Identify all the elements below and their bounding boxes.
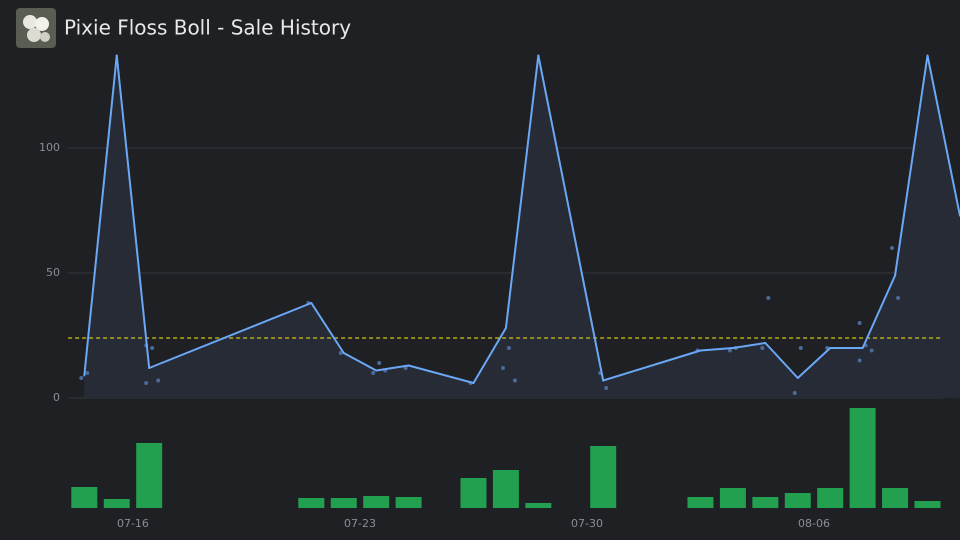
price-line bbox=[115, 54, 151, 369]
sale-dot bbox=[798, 346, 803, 350]
sale-dot bbox=[792, 391, 797, 395]
sale-dot bbox=[500, 366, 505, 370]
area-fill bbox=[603, 350, 701, 398]
area-fill bbox=[343, 353, 377, 398]
price-line bbox=[537, 54, 605, 382]
sale-dot bbox=[896, 296, 901, 300]
volume-bar bbox=[525, 503, 552, 508]
volume-bar bbox=[71, 487, 98, 508]
sale-dot bbox=[371, 371, 376, 375]
x-tick-label: 08-06 bbox=[798, 517, 830, 530]
price-line bbox=[926, 54, 960, 217]
x-tick-label: 07-30 bbox=[571, 517, 603, 530]
area-fill bbox=[765, 343, 798, 398]
volume-bar bbox=[460, 478, 487, 508]
price-line bbox=[731, 342, 767, 349]
area-fill bbox=[830, 348, 863, 398]
sale-dot bbox=[85, 371, 90, 375]
volume-bar bbox=[492, 470, 519, 508]
sale-dot bbox=[869, 348, 874, 353]
icon-boll bbox=[40, 32, 50, 42]
area-fill bbox=[408, 365, 474, 398]
price-line bbox=[375, 364, 410, 372]
volume-bar bbox=[687, 497, 714, 508]
sale-dot bbox=[727, 348, 732, 353]
price-line bbox=[764, 342, 799, 379]
area-fill bbox=[732, 343, 766, 398]
item-icon bbox=[16, 8, 56, 48]
chart-title: Pixie Floss Boll - Sale History bbox=[64, 16, 351, 40]
price-line bbox=[602, 349, 702, 382]
area-fill bbox=[895, 55, 928, 398]
y-tick-label: 0 bbox=[53, 391, 60, 404]
area-fill bbox=[376, 365, 409, 398]
sale-dot bbox=[150, 346, 155, 350]
area-fill bbox=[927, 55, 960, 398]
x-tick-label: 07-16 bbox=[117, 517, 149, 530]
area-fill bbox=[700, 348, 733, 398]
icon-boll bbox=[27, 28, 41, 42]
sale-dot bbox=[338, 351, 343, 355]
volume-bar bbox=[914, 501, 941, 508]
volume-bar bbox=[752, 497, 779, 508]
area-fill bbox=[473, 328, 506, 398]
volume-bar bbox=[817, 488, 844, 508]
icon-boll bbox=[35, 17, 49, 31]
sale-dot bbox=[144, 381, 149, 385]
sale-dot bbox=[760, 346, 765, 350]
sale-dot bbox=[79, 376, 84, 380]
price-line bbox=[342, 352, 378, 372]
sale-dot bbox=[766, 296, 771, 300]
volume-bar bbox=[363, 496, 390, 508]
volume-bar bbox=[590, 446, 617, 508]
area-fill bbox=[311, 303, 344, 398]
sale-dot bbox=[506, 346, 511, 350]
x-tick-label: 07-23 bbox=[344, 517, 376, 530]
sale-dot bbox=[377, 361, 382, 365]
area-fill bbox=[862, 275, 896, 398]
volume-bar bbox=[719, 488, 746, 508]
volume-bar bbox=[298, 498, 325, 508]
area-fill bbox=[797, 348, 831, 398]
price-line bbox=[861, 274, 897, 349]
area-fill bbox=[149, 303, 312, 398]
volume-bar bbox=[882, 488, 909, 508]
price-line bbox=[472, 327, 507, 384]
price-line bbox=[504, 54, 540, 329]
sale-dot bbox=[512, 378, 517, 383]
icon-boll bbox=[23, 15, 37, 29]
y-tick-label: 100 bbox=[39, 141, 60, 154]
price-line bbox=[148, 302, 313, 369]
volume-bar bbox=[849, 408, 876, 508]
price-line bbox=[310, 302, 345, 354]
volume-bar bbox=[784, 493, 811, 508]
volume-bar bbox=[330, 498, 357, 508]
sale-dot bbox=[156, 378, 161, 383]
volume-bar bbox=[103, 499, 130, 508]
sale-dot bbox=[890, 246, 895, 250]
volume-bar bbox=[395, 497, 422, 508]
area-fill bbox=[505, 55, 539, 398]
price-line bbox=[894, 54, 929, 277]
price-line bbox=[83, 54, 118, 377]
sale-dot bbox=[857, 358, 862, 363]
volume-bar bbox=[136, 443, 163, 508]
price-line bbox=[699, 347, 734, 352]
price-line bbox=[796, 347, 832, 379]
sale-dot bbox=[857, 321, 862, 325]
price-line bbox=[407, 364, 475, 384]
sale-dot bbox=[604, 386, 609, 390]
y-tick-label: 50 bbox=[46, 266, 60, 279]
plot: 0 50 100 07-16 07-23 07-30 08-06 bbox=[39, 54, 960, 530]
